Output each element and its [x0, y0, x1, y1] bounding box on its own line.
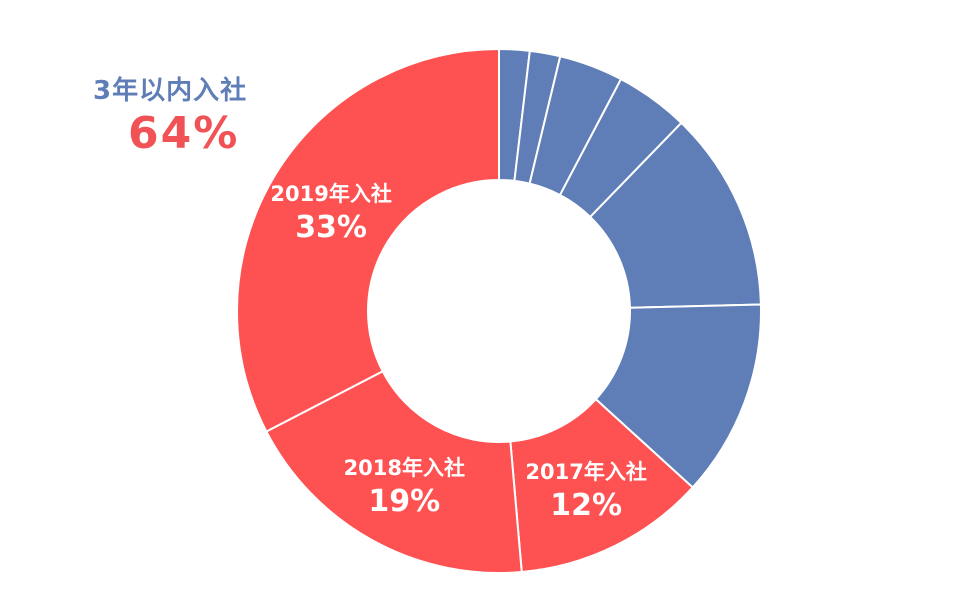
summary-title: 3年以内入社	[93, 76, 248, 106]
slice-percent-6: 12%	[550, 488, 622, 523]
donut-slice-8	[236, 47, 500, 433]
slice-label-6: 2017年入社	[525, 460, 646, 484]
slice-percent-7: 19%	[368, 484, 440, 519]
donut-slice-7	[265, 369, 523, 574]
donut-slice-4	[588, 121, 762, 309]
summary-value: 64%	[128, 108, 240, 159]
slice-label-7: 2018年入社	[344, 456, 465, 480]
slice-percent-8: 33%	[295, 210, 367, 245]
slice-label-8: 2019年入社	[270, 182, 391, 206]
